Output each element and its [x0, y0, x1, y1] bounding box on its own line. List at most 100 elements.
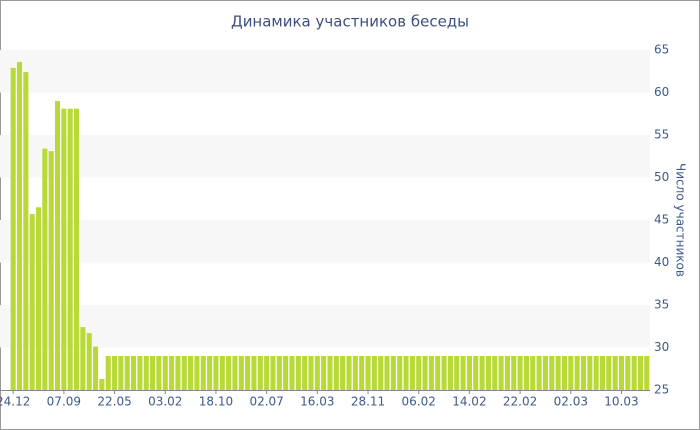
y-tick-label: 30 — [654, 340, 669, 354]
bar — [422, 356, 428, 390]
bar — [257, 356, 263, 390]
bar — [308, 356, 314, 390]
bar — [536, 356, 542, 390]
bar — [631, 356, 637, 390]
x-tick-label: 28.11 — [351, 395, 385, 409]
bar — [118, 356, 124, 390]
bar — [314, 356, 320, 390]
bar — [574, 356, 580, 390]
bar — [479, 356, 485, 390]
bar — [143, 356, 149, 390]
bar — [530, 356, 536, 390]
bar — [612, 356, 618, 390]
bar — [99, 378, 105, 390]
y-tick-label: 55 — [654, 128, 669, 142]
grid-band — [0, 50, 650, 93]
bar — [625, 356, 631, 390]
x-tick-label: 03.02 — [148, 395, 182, 409]
bar — [542, 356, 548, 390]
bar — [403, 356, 409, 390]
bar — [169, 356, 175, 390]
bar — [93, 346, 99, 390]
bar — [454, 356, 460, 390]
bar — [264, 356, 270, 390]
bar — [283, 356, 289, 390]
bar — [555, 356, 561, 390]
grid-band — [0, 220, 650, 263]
bar — [644, 356, 650, 390]
grid-band — [0, 305, 650, 348]
bar — [48, 151, 54, 390]
bar — [327, 356, 333, 390]
bar — [302, 356, 308, 390]
bar — [485, 356, 491, 390]
bar — [549, 356, 555, 390]
bar — [124, 356, 130, 390]
bar — [162, 356, 168, 390]
bar — [492, 356, 498, 390]
bar — [23, 72, 29, 390]
bar — [416, 356, 422, 390]
y-tick-label: 35 — [654, 298, 669, 312]
x-tick-label: 10.03 — [604, 395, 638, 409]
bar — [289, 356, 295, 390]
bar — [460, 356, 466, 390]
bar — [251, 356, 257, 390]
bar — [511, 356, 517, 390]
bar — [435, 356, 441, 390]
chart-title: Динамика участников беседы — [231, 13, 469, 31]
bar — [232, 356, 238, 390]
x-tick-label: 02.07 — [249, 395, 283, 409]
bar — [131, 356, 137, 390]
bar — [561, 356, 567, 390]
bar — [441, 356, 447, 390]
bar — [74, 108, 80, 391]
bar — [340, 356, 346, 390]
bar — [175, 356, 181, 390]
bar — [226, 356, 232, 390]
bar — [580, 356, 586, 390]
y-tick-label: 25 — [654, 383, 669, 397]
y-axis-label: Число участников — [674, 163, 688, 277]
bar — [276, 356, 282, 390]
bar — [333, 356, 339, 390]
bar — [86, 333, 92, 390]
bar — [473, 356, 479, 390]
bar — [428, 356, 434, 390]
bar — [618, 356, 625, 390]
y-tick-label: 50 — [654, 170, 669, 184]
bar — [321, 356, 327, 390]
bar — [447, 356, 453, 390]
bar — [207, 356, 213, 390]
bar — [371, 356, 377, 390]
x-tick-label: 18.10 — [199, 395, 233, 409]
x-tick-label: 16.03 — [300, 395, 334, 409]
x-tick-label: 24.12 — [0, 395, 30, 409]
bar — [61, 108, 67, 391]
bar — [409, 356, 415, 390]
bar — [466, 356, 472, 390]
grid-band — [0, 135, 650, 178]
bar — [29, 214, 35, 390]
bar — [181, 356, 187, 390]
bar — [359, 356, 365, 390]
bar — [238, 356, 244, 390]
bar — [137, 356, 143, 390]
bar — [16, 61, 23, 391]
bar — [295, 356, 301, 390]
bar — [270, 356, 276, 390]
bar — [188, 356, 194, 390]
bar — [35, 207, 42, 390]
bar — [156, 356, 162, 390]
bar — [523, 356, 529, 390]
bar — [194, 356, 200, 390]
bar — [200, 356, 206, 390]
bar — [384, 356, 390, 390]
bar — [213, 356, 219, 390]
bar — [637, 356, 644, 390]
bar — [245, 356, 251, 390]
x-tick-label: 06.02 — [402, 395, 436, 409]
bar — [517, 356, 523, 390]
x-tick-label: 22.05 — [97, 395, 131, 409]
